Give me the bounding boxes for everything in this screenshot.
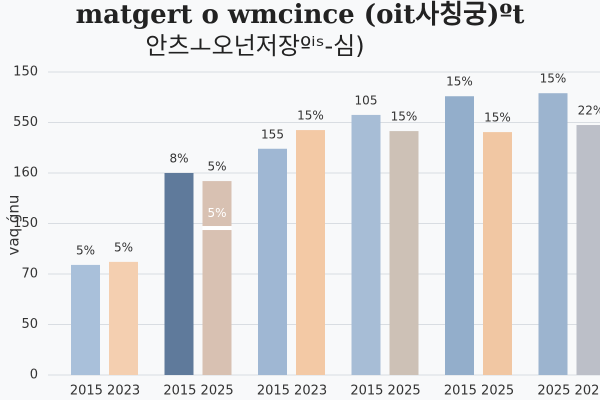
chart-title: matgert o wmcince (oit사칭궁)ºt bbox=[76, 0, 525, 30]
bar bbox=[202, 181, 232, 375]
x-tick-label: 2015 2023 bbox=[257, 384, 327, 399]
chart-subtitle: 안츠ㅗ오넌저장ºⁱˢ-심) bbox=[145, 32, 364, 60]
data-label: 5% bbox=[207, 160, 226, 174]
y-tick-label: 70 bbox=[21, 267, 38, 282]
data-label: 105 bbox=[355, 93, 378, 107]
y-tick-label: 160 bbox=[13, 166, 38, 181]
data-label: 15% bbox=[297, 109, 324, 123]
data-label: 5% bbox=[76, 243, 95, 257]
x-tick-label: 2015 2025 bbox=[444, 384, 514, 399]
y-tick-label: 0 bbox=[30, 368, 38, 383]
bar bbox=[296, 130, 325, 375]
data-label: 22% bbox=[578, 104, 600, 118]
data-label: 155 bbox=[261, 127, 284, 141]
y-axis-label: vaq ǵnu bbox=[5, 195, 23, 256]
data-label: 15% bbox=[391, 110, 418, 124]
x-tick-label: 2015 2025 bbox=[163, 384, 233, 399]
y-tick-label: 50 bbox=[21, 317, 38, 332]
data-label: 15% bbox=[446, 75, 473, 89]
y-tick-label: 550 bbox=[13, 115, 38, 130]
bar bbox=[351, 114, 381, 376]
annotation: 5% bbox=[207, 206, 226, 220]
y-tick-label: 150 bbox=[13, 216, 38, 231]
bar bbox=[258, 148, 287, 375]
y-tick-label: 150 bbox=[13, 65, 38, 80]
bar bbox=[389, 131, 419, 375]
bar bbox=[445, 96, 474, 376]
bar bbox=[109, 261, 138, 375]
bar bbox=[71, 264, 100, 375]
bar bbox=[538, 93, 568, 376]
x-tick-label: 2015 2025 bbox=[350, 384, 420, 399]
data-label: 15% bbox=[540, 72, 567, 86]
bar bbox=[483, 132, 512, 375]
data-label: 15% bbox=[484, 111, 511, 125]
x-tick-label: 2025 2025 bbox=[537, 384, 600, 399]
bar bbox=[164, 173, 194, 375]
x-tick-label: 2015 2023 bbox=[70, 384, 140, 399]
bar-gap bbox=[202, 226, 232, 231]
data-label: 8% bbox=[169, 152, 188, 166]
data-label: 5% bbox=[114, 240, 133, 254]
bar bbox=[576, 125, 600, 376]
